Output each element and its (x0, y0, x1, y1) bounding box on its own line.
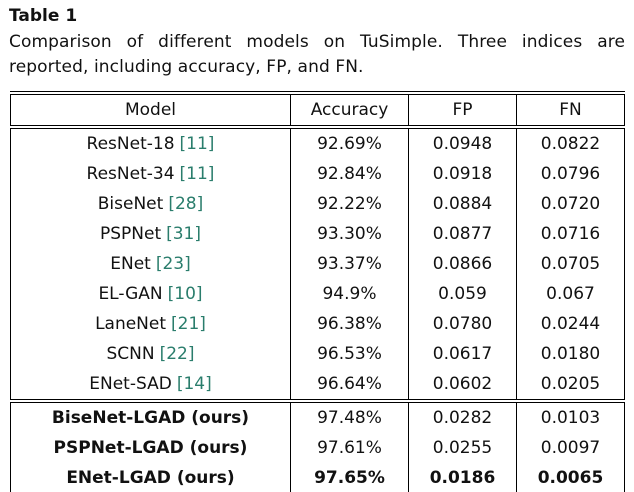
citation-link[interactable]: [14] (176, 374, 212, 395)
citation-link[interactable]: [11] (179, 164, 215, 185)
model-name: ENet (110, 254, 151, 275)
model-name: SCNN (106, 344, 155, 365)
model-cell: ResNet-18 [11] (10, 127, 291, 160)
fp-value: 0.0884 (408, 189, 517, 220)
fn-value: 0.0103 (516, 399, 625, 434)
fn-value: 0.0244 (516, 309, 625, 340)
fp-value: 0.0780 (408, 309, 517, 340)
fp-value: 0.0877 (408, 219, 517, 250)
accuracy-value: 92.69% (290, 127, 409, 160)
header-row: Model Accuracy FP FN (10, 91, 625, 130)
fn-value: 0.0097 (516, 433, 625, 464)
col-header-model: Model (10, 91, 291, 130)
table-row: BiseNet [28] 92.22% 0.0884 0.0720 (10, 189, 625, 220)
accuracy-value: 96.38% (290, 309, 409, 340)
citation-link[interactable]: [23] (155, 254, 191, 275)
citation-link[interactable]: [31] (166, 224, 202, 245)
table-row-ours: BiseNet-LGAD (ours) 97.48% 0.0282 0.0103 (10, 399, 625, 434)
fn-value: 0.067 (516, 279, 625, 310)
model-name: PSPNet-LGAD (ours) (53, 438, 248, 459)
citation-link[interactable]: [10] (167, 284, 203, 305)
fn-value: 0.0065 (516, 463, 625, 492)
fn-value: 0.0705 (516, 249, 625, 280)
citation-link[interactable]: [22] (159, 344, 195, 365)
table-row-ours: ENet-LGAD (ours) 97.65% 0.0186 0.0065 (10, 463, 625, 492)
model-name: PSPNet (99, 224, 162, 245)
fp-value: 0.0255 (408, 433, 517, 464)
fp-value: 0.0602 (408, 369, 517, 402)
accuracy-value: 97.61% (290, 433, 409, 464)
fn-value: 0.0180 (516, 339, 625, 370)
accuracy-value: 97.65% (290, 463, 409, 492)
fp-value: 0.059 (408, 279, 517, 310)
table-row: ResNet-34 [11] 92.84% 0.0918 0.0796 (10, 159, 625, 190)
col-header-accuracy: Accuracy (290, 91, 409, 130)
citation-link[interactable]: [21] (171, 314, 206, 335)
model-name: EL-GAN (98, 284, 163, 305)
table-caption-text: Comparison of different models on TuSimp… (9, 32, 625, 77)
accuracy-value: 93.37% (290, 249, 409, 280)
model-cell: LaneNet [21] (10, 309, 291, 340)
model-cell: ENet [23] (10, 249, 291, 280)
fp-value: 0.0948 (408, 127, 517, 160)
model-name: ResNet-34 (86, 164, 175, 185)
model-name: LaneNet (95, 314, 167, 335)
model-cell: BiseNet-LGAD (ours) (10, 399, 291, 434)
fp-value: 0.0282 (408, 399, 517, 434)
fp-value: 0.0918 (408, 159, 517, 190)
table-row: ENet [23] 93.37% 0.0866 0.0705 (10, 249, 625, 280)
results-table: Model Accuracy FP FN ResNet-18 [11] 92.69… (10, 91, 625, 492)
model-name: ENet-LGAD (ours) (66, 468, 235, 489)
table-row: SCNN [22] 96.53% 0.0617 0.0180 (10, 339, 625, 370)
table-row: LaneNet [21] 96.38% 0.0780 0.0244 (10, 309, 625, 340)
model-cell: SCNN [22] (10, 339, 291, 370)
accuracy-value: 93.30% (290, 219, 409, 250)
table-row: PSPNet [31] 93.30% 0.0877 0.0716 (10, 219, 625, 250)
citation-link[interactable]: [11] (179, 134, 215, 155)
col-header-fn: FN (516, 91, 625, 130)
model-name: ENet-SAD (89, 374, 172, 395)
model-cell: ENet-SAD [14] (10, 369, 291, 402)
model-name: BiseNet (97, 194, 164, 215)
accuracy-value: 96.53% (290, 339, 409, 370)
table-caption-label: Table 1 (9, 6, 78, 26)
fp-value: 0.0866 (408, 249, 517, 280)
fn-value: 0.0205 (516, 369, 625, 402)
fp-value: 0.0186 (408, 463, 517, 492)
model-cell: EL-GAN [10] (10, 279, 291, 310)
fp-value: 0.0617 (408, 339, 517, 370)
model-cell: ResNet-34 [11] (10, 159, 291, 190)
model-name: ResNet-18 (86, 134, 175, 155)
model-cell: BiseNet [28] (10, 189, 291, 220)
model-name: BiseNet-LGAD (ours) (51, 408, 250, 429)
accuracy-value: 92.84% (290, 159, 409, 190)
accuracy-value: 92.22% (290, 189, 409, 220)
citation-link[interactable]: [28] (168, 194, 204, 215)
accuracy-value: 97.48% (290, 399, 409, 434)
accuracy-value: 96.64% (290, 369, 409, 402)
model-cell: PSPNet-LGAD (ours) (10, 433, 291, 464)
model-cell: PSPNet [31] (10, 219, 291, 250)
accuracy-value: 94.9% (290, 279, 409, 310)
fn-value: 0.0716 (516, 219, 625, 250)
table-row: EL-GAN [10] 94.9% 0.059 0.067 (10, 279, 625, 310)
model-cell: ENet-LGAD (ours) (10, 463, 291, 492)
table-row: ResNet-18 [11] 92.69% 0.0948 0.0822 (10, 127, 625, 160)
table-row: ENet-SAD [14] 96.64% 0.0602 0.0205 (10, 369, 625, 402)
fn-value: 0.0720 (516, 189, 625, 220)
fn-value: 0.0822 (516, 127, 625, 160)
col-header-fp: FP (408, 91, 517, 130)
table-row-ours: PSPNet-LGAD (ours) 97.61% 0.0255 0.0097 (10, 433, 625, 464)
fn-value: 0.0796 (516, 159, 625, 190)
